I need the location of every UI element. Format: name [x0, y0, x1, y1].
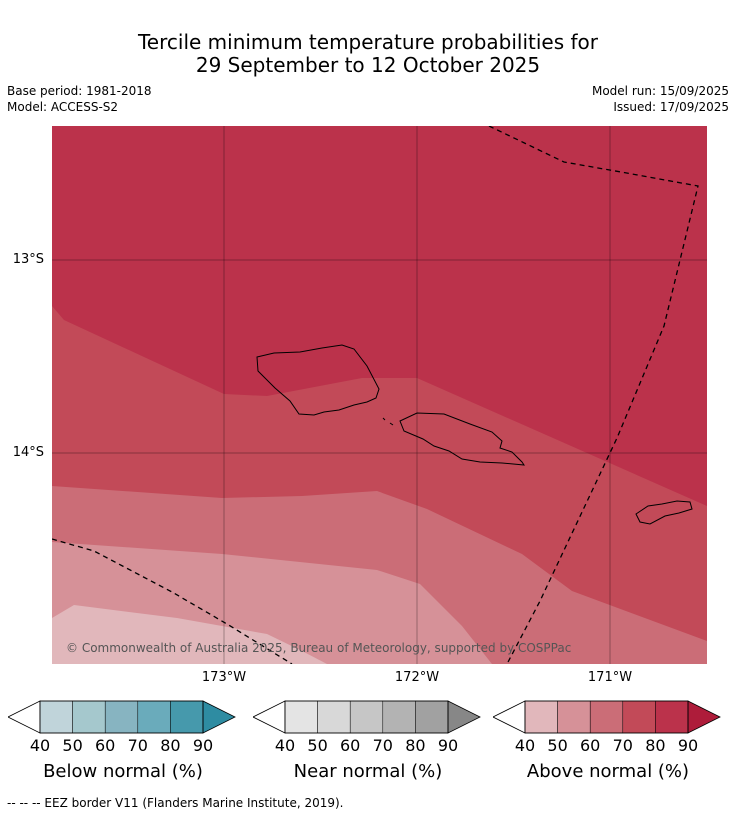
colorbar-frame — [524, 700, 689, 734]
colorbar-bin — [382, 700, 416, 734]
map-title-line2: 29 September to 12 October 2025 — [195, 53, 541, 77]
legend-near-normal: 40 50 60 70 80 90 Near normal (%) — [252, 700, 483, 782]
colorbar-bin — [349, 700, 384, 734]
islets-apolima-manono — [382, 417, 394, 426]
colorbar-ticks: 40 50 60 70 80 90 — [493, 736, 723, 756]
tick-80: 80 — [645, 736, 666, 755]
colorbar-bin — [655, 700, 689, 734]
colorbar-under-arrow — [252, 700, 286, 734]
colorbar-bin — [415, 700, 449, 734]
colorbar-ticks: 40 50 60 70 80 90 — [8, 736, 238, 756]
model-run: Model run: 15/09/2025 — [591, 84, 729, 98]
colorbar-below-normal — [7, 700, 236, 734]
map-title-line1: Tercile minimum temperature probabilitie… — [137, 30, 599, 54]
tick-90: 90 — [437, 736, 459, 755]
colorbar-bin — [137, 700, 171, 734]
colorbar-bin — [557, 700, 591, 734]
colorbar-under-arrow — [7, 700, 41, 734]
tick-60: 60 — [580, 736, 601, 755]
colorbar-near-normal — [252, 700, 481, 734]
tick-60: 60 — [95, 736, 116, 755]
colorbar-over-arrow — [687, 700, 721, 734]
tick-70: 70 — [612, 736, 633, 755]
tick-80: 80 — [160, 736, 181, 755]
tick-90: 90 — [677, 736, 699, 755]
graticule — [52, 126, 707, 664]
tick-60: 60 — [340, 736, 361, 755]
tick-90: 90 — [192, 736, 214, 755]
probability-map: © Commonwealth of Australia 2025, Bureau… — [52, 126, 707, 664]
colorbar-bin — [170, 700, 204, 734]
lat-label-13s: 13°S — [12, 252, 44, 267]
legend-caption: Below normal (%) — [43, 761, 203, 782]
tick-70: 70 — [127, 736, 148, 755]
legend-caption: Above normal (%) — [526, 761, 690, 782]
eez-border — [52, 126, 699, 664]
region-above-40 — [52, 605, 327, 664]
legend-below-normal: 40 50 60 70 80 90 Below normal (%) — [7, 700, 238, 782]
island-savaii — [256, 344, 380, 416]
island-tutuila — [635, 500, 693, 525]
issued-date: Issued: 17/09/2025 — [613, 100, 729, 114]
tick-40: 40 — [29, 736, 51, 755]
colorbar-over-arrow — [447, 700, 481, 734]
base-period: Base period: 1981-2018 — [7, 84, 152, 98]
tick-40: 40 — [514, 736, 536, 755]
colorbar-bin — [39, 700, 73, 734]
eez-footnote: -- -- -- EEZ border V11 (Flanders Marine… — [7, 796, 344, 810]
tick-50: 50 — [307, 736, 328, 755]
coastlines — [256, 344, 693, 525]
colorbar-bin — [524, 700, 558, 734]
colorbar-above-normal — [492, 700, 721, 734]
colorbar-bin — [317, 700, 351, 734]
colorbar-bin — [104, 700, 139, 734]
colorbar-bin — [622, 700, 656, 734]
island-upolu — [399, 412, 525, 466]
colorbar-bin — [589, 700, 624, 734]
colorbar-frame — [39, 700, 204, 734]
lon-label-171w: 171°W — [587, 670, 633, 685]
lat-label-14s: 14°S — [12, 445, 44, 460]
colorbar-under-arrow — [492, 700, 526, 734]
eez-border-southwest — [52, 538, 293, 664]
lon-label-172w: 172°W — [394, 670, 440, 685]
legend-caption: Near normal (%) — [293, 761, 443, 782]
lon-label-173w: 173°W — [201, 670, 247, 685]
tick-80: 80 — [405, 736, 426, 755]
colorbar-bin — [284, 700, 318, 734]
colorbar-over-arrow — [202, 700, 236, 734]
colorbar-frame — [284, 700, 449, 734]
model-name: Model: ACCESS-S2 — [7, 100, 119, 114]
colorbar-ticks: 40 50 60 70 80 90 — [253, 736, 483, 756]
legend-above-normal: 40 50 60 70 80 90 Above normal (%) — [492, 700, 723, 782]
tick-50: 50 — [547, 736, 568, 755]
colorbar-bin — [72, 700, 106, 734]
tick-70: 70 — [372, 736, 393, 755]
copyright-notice: © Commonwealth of Australia 2025, Bureau… — [66, 641, 572, 655]
eez-border-east — [488, 126, 699, 664]
tick-50: 50 — [62, 736, 83, 755]
tick-40: 40 — [274, 736, 296, 755]
